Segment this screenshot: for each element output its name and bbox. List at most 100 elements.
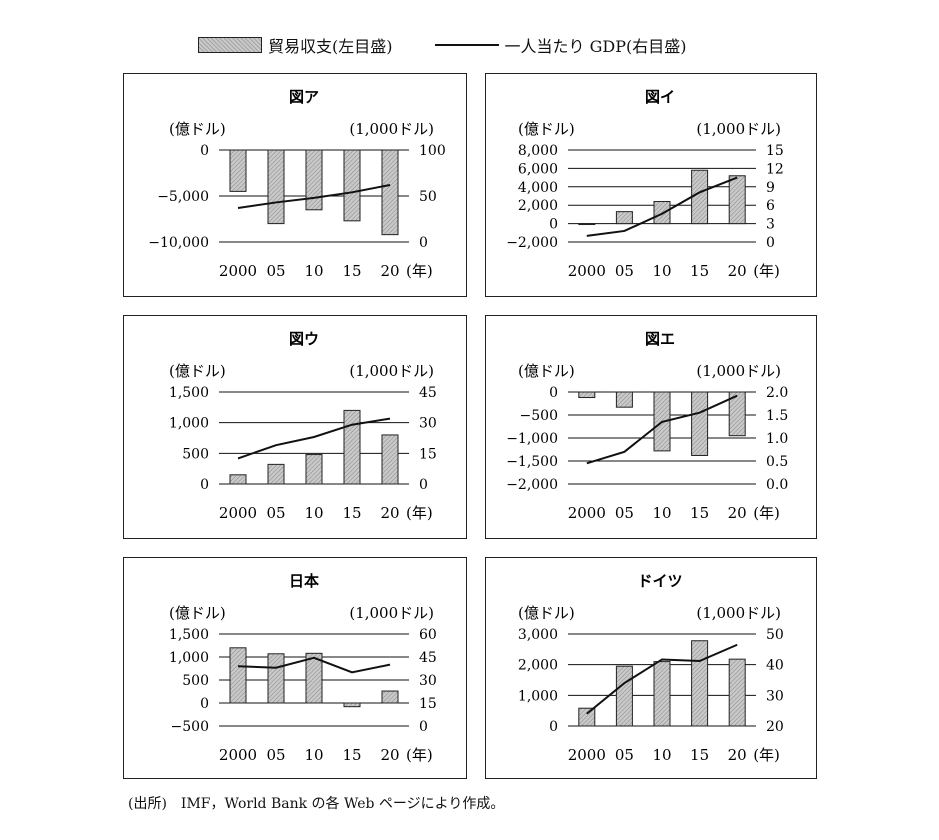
chart-panel-japan: 日本 (億ドル) (1,000ドル) 1,500 1,000 500 0 −500 60 45 30… (123, 557, 467, 779)
chart-panel-a: 図ア (億ドル) (1,000ドル) 0 −5,000 −10,000 100 50 0 2000… (123, 73, 467, 297)
bar (578, 707, 596, 727)
category-label: 2000 (568, 746, 606, 764)
left-tick-label: −500 (520, 408, 558, 424)
x-unit-label: (年) (406, 746, 433, 764)
bar (229, 474, 247, 485)
gdp-line (586, 643, 738, 715)
category-label: 10 (652, 262, 671, 280)
bar (381, 434, 399, 485)
chart-panel-germany: ドイツ (億ドル) (1,000ドル) 3,000 2,000 1,000 0 50 40 30 2… (485, 557, 817, 779)
x-unit-label: (年) (753, 262, 780, 280)
right-axis-unit-label: (1,000ドル) (696, 120, 781, 138)
category-label: 10 (652, 746, 671, 764)
gdp-line (586, 176, 738, 237)
right-tick-label: 45 (419, 650, 437, 666)
left-tick-label: −1,500 (506, 454, 558, 470)
left-tick-label: −500 (171, 719, 209, 735)
bar (305, 652, 323, 704)
x-unit-label: (年) (406, 262, 433, 280)
category-label: 2000 (568, 262, 606, 280)
left-tick-label: 0 (549, 719, 558, 735)
right-axis-unit-label: (1,000ドル) (696, 362, 781, 380)
gdp-line (237, 183, 391, 209)
legend-line-swatch (434, 44, 499, 46)
bar (615, 665, 633, 727)
chart-panel-u: 図ウ (億ドル) (1,000ドル) 1,500 1,000 500 0 45 30 15 0 200… (123, 315, 467, 539)
category-label: 15 (342, 262, 361, 280)
bar (229, 647, 247, 704)
right-tick-label: 1.5 (766, 408, 788, 424)
category-label: 15 (342, 746, 361, 764)
left-tick-label: 3,000 (518, 627, 558, 643)
right-tick-label: 0.5 (766, 454, 788, 470)
left-tick-label: 0 (200, 143, 209, 159)
bar (615, 211, 633, 225)
left-tick-label: −1,000 (506, 431, 558, 447)
category-label: 2000 (219, 746, 257, 764)
left-axis-unit-label: (億ドル) (518, 362, 575, 380)
bar (343, 702, 361, 708)
left-tick-label: 0 (200, 696, 209, 712)
bar (578, 223, 596, 226)
right-tick-label: 12 (766, 161, 784, 177)
chart-svg: ドイツ(億ドル) (1,000ドル)3,0002,0001,00005040302… (518, 572, 784, 764)
left-tick-label: −10,000 (148, 235, 209, 251)
left-tick-label: 1,000 (169, 416, 209, 432)
category-label: 20 (728, 262, 747, 280)
category-label: 05 (615, 262, 634, 280)
left-tick-label: 500 (182, 673, 209, 689)
bar (728, 175, 746, 225)
category-label: 10 (304, 504, 323, 522)
bar (343, 149, 361, 222)
gdp-line (237, 417, 391, 460)
category-label: 05 (266, 262, 285, 280)
x-unit-label: (年) (753, 746, 780, 764)
right-tick-label: 0.0 (766, 477, 788, 493)
category-label: 05 (615, 746, 634, 764)
left-axis-unit-label: (億ドル) (518, 604, 575, 622)
gdp-line (237, 656, 391, 674)
gdp-line (586, 394, 738, 465)
bar (305, 454, 323, 485)
bar (381, 149, 399, 236)
category-label: 20 (380, 262, 399, 280)
category-label: 20 (380, 504, 399, 522)
category-label: 2000 (219, 262, 257, 280)
bar (728, 658, 746, 727)
category-label: 15 (690, 262, 709, 280)
legend-bar-swatch (198, 37, 262, 53)
bar (691, 391, 709, 456)
chart-panel-i: 図イ (億ドル) (1,000ドル) 8,000 6,000 4,000 2,000 0 −2,… (485, 73, 817, 297)
category-label: 05 (615, 504, 634, 522)
right-tick-label: 45 (419, 385, 437, 401)
source-footnote: (出所) IMF，World Bank の各 Web ページにより作成。 (128, 796, 505, 812)
right-tick-label: 15 (419, 696, 437, 712)
category-label: 10 (304, 746, 323, 764)
bar (728, 391, 746, 437)
legend-line-label: 一人当たり GDP(右目盛) (504, 37, 687, 56)
left-tick-label: 2,000 (518, 198, 558, 214)
right-tick-label: 6 (766, 198, 775, 214)
category-label: 2000 (219, 504, 257, 522)
left-tick-label: 4,000 (518, 180, 558, 196)
right-tick-label: 9 (766, 180, 775, 196)
right-tick-label: 30 (766, 688, 784, 704)
right-tick-label: 30 (419, 416, 437, 432)
right-tick-label: 0 (419, 719, 428, 735)
right-tick-label: 0 (419, 477, 428, 493)
left-tick-label: 0 (549, 385, 558, 401)
chart-svg: 図イ (億ドル) (1,000ドル) 8,000 6,000 4,000 2,000 0 −2,… (506, 88, 784, 280)
category-label: 15 (342, 504, 361, 522)
left-tick-label: −2,000 (506, 477, 558, 493)
left-axis-unit-label: (億ドル) (169, 604, 226, 622)
left-tick-label: 2,000 (518, 658, 558, 674)
left-tick-label: 0 (200, 477, 209, 493)
chart-title: ドイツ (637, 572, 682, 590)
left-axis-unit-label: (億ドル) (518, 120, 575, 138)
right-tick-label: 40 (766, 658, 784, 674)
chart-title: 図ア (289, 88, 319, 106)
left-tick-label: 1,000 (518, 688, 558, 704)
right-tick-label: 60 (419, 627, 437, 643)
chart-svg: 日本 (億ドル) (1,000ドル) 1,500 1,000 500 0 −500 60 45 30… (169, 572, 437, 764)
right-tick-label: 0 (766, 235, 775, 251)
